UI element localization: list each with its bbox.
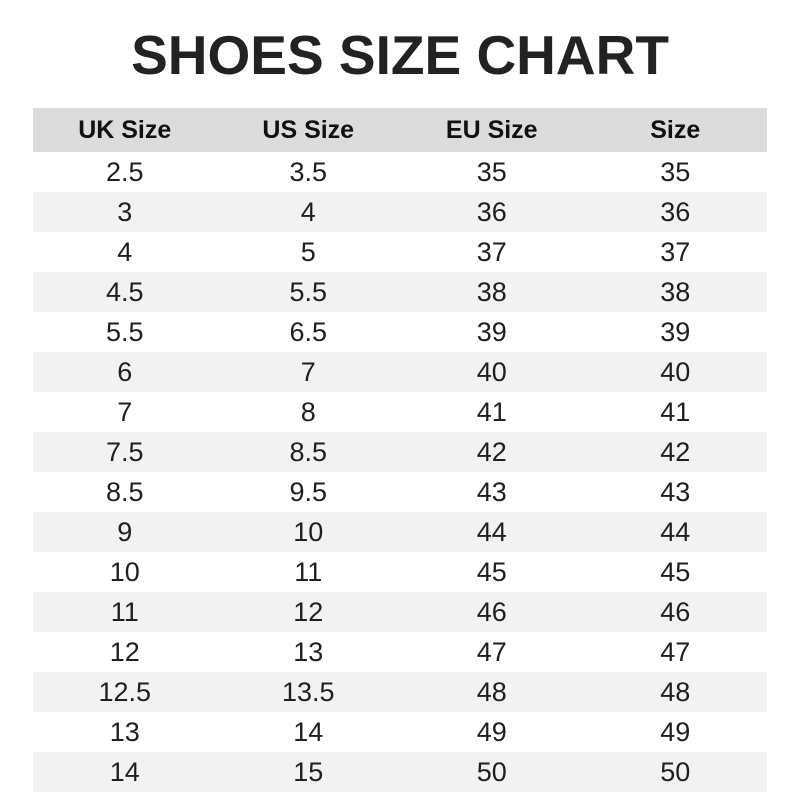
column-header-eu-size: EU Size — [445, 115, 538, 144]
size-cell: 49 — [476, 716, 507, 747]
table-row: 12.5 13.5 48 48 — [33, 672, 767, 712]
size-cell: 15 — [293, 756, 324, 787]
table-row: 7 8 41 41 — [33, 392, 767, 432]
size-cell: 43 — [660, 476, 691, 507]
size-cell: 11 — [110, 596, 139, 627]
size-cell: 44 — [660, 516, 691, 547]
table-row: 8.5 9.5 43 43 — [33, 472, 767, 512]
size-cell: 50 — [476, 756, 507, 787]
size-cell: 43 — [476, 476, 507, 507]
size-cell: 9.5 — [289, 476, 328, 507]
size-cell: 6 — [117, 356, 133, 387]
size-cell: 5 — [300, 236, 316, 267]
size-cell: 46 — [476, 596, 507, 627]
size-conversion-table: UK Size US Size EU Size Size 2.5 3.5 35 35 3… — [33, 108, 767, 792]
size-cell: 37 — [660, 236, 691, 267]
size-cell: 10 — [109, 556, 140, 587]
column-header-size: Size — [650, 115, 701, 144]
size-cell: 49 — [660, 716, 691, 747]
size-cell: 3.5 — [289, 156, 328, 187]
table-header-row: UK Size US Size EU Size Size — [33, 108, 767, 152]
size-cell: 45 — [476, 556, 507, 587]
size-cell: 44 — [476, 516, 507, 547]
size-cell: 13.5 — [281, 676, 335, 707]
size-cell: 11 — [294, 556, 323, 587]
size-cell: 4 — [117, 236, 133, 267]
size-cell: 48 — [660, 676, 691, 707]
size-cell: 48 — [476, 676, 507, 707]
table-row: 10 11 45 45 — [33, 552, 767, 592]
size-cell: 12 — [109, 636, 140, 667]
size-cell: 8 — [300, 396, 316, 427]
size-cell: 41 — [660, 396, 691, 427]
size-cell: 35 — [476, 156, 507, 187]
size-cell: 8.5 — [105, 476, 144, 507]
size-cell: 45 — [660, 556, 691, 587]
table-row: 3 4 36 36 — [33, 192, 767, 232]
table-row: 6 7 40 40 — [33, 352, 767, 392]
column-header-us-size: US Size — [262, 115, 355, 144]
size-cell: 14 — [109, 756, 140, 787]
page-title: SHOES SIZE CHART — [131, 24, 669, 86]
size-cell: 5.5 — [289, 276, 328, 307]
size-cell: 6.5 — [289, 316, 328, 347]
size-cell: 38 — [660, 276, 691, 307]
size-cell: 36 — [476, 196, 507, 227]
table-row: 9 10 44 44 — [33, 512, 767, 552]
size-cell: 10 — [293, 516, 324, 547]
size-cell: 47 — [660, 636, 691, 667]
table-row: 11 12 46 46 — [33, 592, 767, 632]
size-cell: 8.5 — [289, 436, 328, 467]
size-cell: 5.5 — [105, 316, 144, 347]
size-cell: 13 — [293, 636, 324, 667]
size-cell: 9 — [117, 516, 133, 547]
size-cell: 36 — [660, 196, 691, 227]
size-cell: 37 — [476, 236, 507, 267]
size-cell: 39 — [660, 316, 691, 347]
size-cell: 41 — [476, 396, 507, 427]
size-cell: 7 — [117, 396, 133, 427]
table-row: 12 13 47 47 — [33, 632, 767, 672]
size-cell: 3 — [117, 196, 133, 227]
size-cell: 2.5 — [105, 156, 144, 187]
size-cell: 7.5 — [105, 436, 144, 467]
size-cell: 47 — [476, 636, 507, 667]
size-cell: 50 — [660, 756, 691, 787]
size-cell: 12 — [293, 596, 324, 627]
table-row: 13 14 49 49 — [33, 712, 767, 752]
size-cell: 42 — [660, 436, 691, 467]
size-cell: 40 — [660, 356, 691, 387]
size-cell: 14 — [293, 716, 324, 747]
column-header-uk-size: UK Size — [78, 115, 172, 144]
size-cell: 4.5 — [105, 276, 144, 307]
size-cell: 38 — [476, 276, 507, 307]
table-row: 5.5 6.5 39 39 — [33, 312, 767, 352]
size-cell: 42 — [476, 436, 507, 467]
size-cell: 46 — [660, 596, 691, 627]
size-cell: 40 — [476, 356, 507, 387]
size-cell: 12.5 — [98, 676, 152, 707]
table-row: 7.5 8.5 42 42 — [33, 432, 767, 472]
size-cell: 4 — [300, 196, 316, 227]
table-row: 4 5 37 37 — [33, 232, 767, 272]
size-cell: 13 — [109, 716, 140, 747]
table-body: 2.5 3.5 35 35 3 4 36 36 4 5 37 37 4.5 5.5 38 38 5.5 6.5 39… — [33, 152, 767, 792]
table-row: 2.5 3.5 35 35 — [33, 152, 767, 192]
size-cell: 7 — [300, 356, 316, 387]
size-cell: 35 — [660, 156, 691, 187]
table-row: 4.5 5.5 38 38 — [33, 272, 767, 312]
table-row: 14 15 50 50 — [33, 752, 767, 792]
size-cell: 39 — [476, 316, 507, 347]
